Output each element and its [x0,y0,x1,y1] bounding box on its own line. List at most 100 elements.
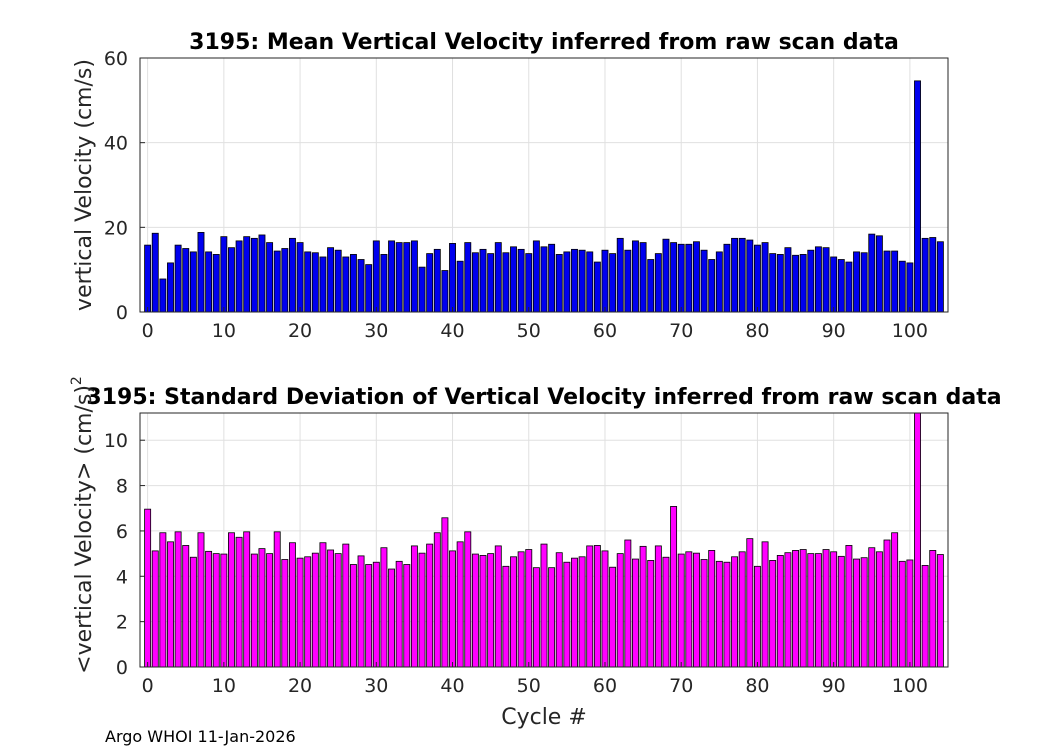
std-velocity-bar [929,550,937,668]
std-velocity-x-tick-label: 50 [517,675,541,697]
std-velocity-bar [464,531,472,668]
mean-velocity-bar [365,264,373,313]
std-velocity-bar [212,553,220,668]
std-velocity-bar [723,561,731,668]
std-velocity-bar [357,555,365,668]
mean-velocity-y-tick-label: 0 [116,302,128,324]
std-velocity-bar [441,517,449,668]
mean-velocity-bar [883,250,891,313]
mean-velocity-bar [822,247,830,313]
std-velocity-bar [296,557,304,668]
mean-velocity-bar [792,254,799,313]
std-velocity-bar [250,553,258,668]
mean-velocity-bar [898,260,906,313]
mean-velocity-bar [853,251,860,313]
std-velocity-bar [273,531,281,668]
mean-velocity-bar [334,249,342,313]
mean-velocity-bar [632,240,639,313]
std-velocity-bar [632,558,639,668]
mean-velocity-bar [182,248,190,313]
std-velocity-bar [700,559,708,668]
mean-velocity-bar [258,234,266,313]
std-velocity-bar [426,543,434,668]
mean-velocity-bar [753,244,761,313]
cycle-x-label: Cycle # [501,705,587,730]
std-velocity-bar [304,556,312,668]
std-velocity-bar [601,550,609,668]
mean-velocity-bar [731,237,739,313]
mean-velocity-bar [677,243,685,313]
std-velocity-bar [837,555,845,668]
mean-velocity-bar [471,252,479,313]
mean-velocity-bar [746,239,754,313]
std-velocity-bar [327,549,335,668]
mean-velocity-bar [433,248,441,313]
std-velocity-x-tick-label: 70 [669,675,693,697]
mean-velocity-bar [304,251,312,313]
std-velocity-bar [593,545,601,668]
std-velocity-y-tick-label: 10 [104,430,128,452]
std-velocity-bar [830,551,838,668]
mean-velocity-y-tick-label: 40 [104,133,128,155]
mean-velocity-bar [868,233,876,313]
mean-velocity-bar [525,253,533,313]
mean-velocity-bar [174,244,182,313]
mean-velocity-x-tick-label: 10 [212,320,236,342]
std-velocity-bar [624,539,632,668]
mean-velocity-bar [860,252,868,313]
mean-velocity-bar [776,254,784,313]
std-velocity-bar [235,536,243,668]
mean-velocity-bar [738,237,746,313]
std-velocity-bar [814,553,822,668]
std-velocity-bar [799,549,807,668]
std-velocity-bar [639,545,647,668]
std-velocity-bar [921,565,929,668]
std-velocity-bar [334,553,342,668]
mean-velocity-bar [921,237,929,313]
mean-velocity-panel: 0 10 20 30 40 50 60 70 80 90 100 0 20 40 60 3195: Mea… [72,30,949,342]
mean-velocity-bar [830,256,838,313]
std-velocity-bar [898,560,906,668]
mean-velocity-bar [357,259,365,313]
mean-velocity-bar [220,236,228,313]
mean-velocity-bar [517,248,525,313]
std-velocity-bar [433,532,441,668]
std-velocity-bar [380,547,388,668]
mean-velocity-bar [418,266,426,313]
mean-velocity-bar [502,252,510,313]
std-velocity-bar [471,553,479,668]
mean-velocity-bar [914,80,921,313]
mean-velocity-bar [761,242,769,313]
mean-velocity-bar [548,243,556,313]
mean-velocity-bar [159,278,167,313]
std-velocity-bar [548,567,556,668]
std-velocity-bar [159,532,167,668]
std-velocity-bar [243,531,251,668]
std-velocity-bar [502,565,510,668]
mean-velocity-bar [319,256,327,313]
mean-velocity-bar [624,249,632,313]
mean-velocity-bar [167,262,174,313]
mean-velocity-bar [715,251,723,313]
mean-velocity-bar [647,259,655,313]
std-velocity-y-tick-label: 8 [116,476,128,498]
mean-velocity-x-ticks: 0 10 20 30 40 50 60 70 80 90 100 [142,307,928,342]
mean-velocity-bar [494,242,502,313]
std-velocity-bar [647,560,655,668]
mean-velocity-bar [266,242,274,313]
std-velocity-x-tick-label: 30 [364,675,388,697]
mean-velocity-bar [799,254,807,313]
std-velocity-bar [853,558,860,668]
mean-velocity-y-tick-label: 60 [104,48,128,70]
mean-velocity-bar [479,248,487,313]
std-velocity-bar [418,552,426,668]
mean-velocity-bar [616,237,624,313]
mean-velocity-bar [769,253,777,313]
std-velocity-y-tick-label: 0 [116,657,128,679]
std-velocity-bar [578,556,586,668]
std-velocity-y-tick-label: 2 [116,612,128,634]
mean-velocity-bar [593,261,601,313]
std-velocity-bar [532,567,540,668]
std-velocity-bar [540,543,548,668]
std-velocity-x-tick-label: 40 [440,675,464,697]
